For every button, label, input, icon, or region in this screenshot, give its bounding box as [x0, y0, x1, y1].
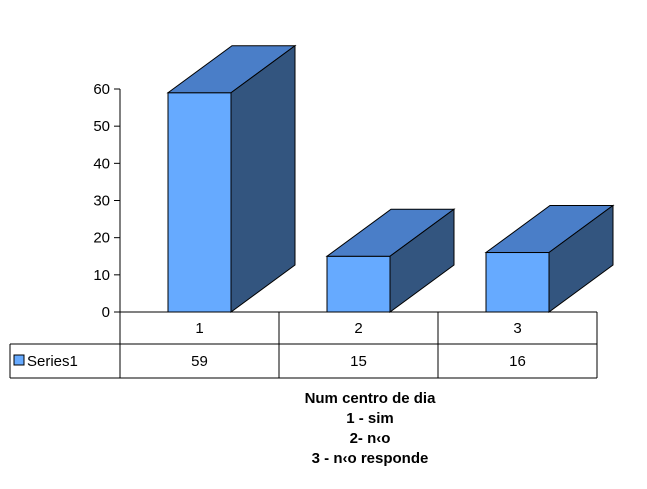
bar-1	[166, 44, 297, 313]
data-label: 16	[509, 353, 526, 370]
bar-2	[325, 208, 456, 313]
legend-label: Series1	[27, 353, 78, 370]
category-label: 1	[195, 320, 203, 337]
bar-front	[485, 252, 550, 313]
data-label: 59	[191, 353, 208, 370]
y-tick-label: 60	[93, 81, 110, 98]
caption-line-2: 1 - sim	[346, 410, 394, 427]
legend-swatch	[13, 354, 25, 366]
bar-front	[167, 92, 232, 313]
bars-layer	[166, 44, 615, 313]
caption-line-3: 2- n‹o	[349, 430, 391, 447]
caption-line-4: 3 - n‹o responde	[311, 450, 429, 467]
bar-side	[548, 204, 614, 313]
data-label: 15	[350, 353, 367, 370]
category-label: 2	[354, 320, 362, 337]
y-axis: 0 10 20 30 40 50 60	[93, 81, 121, 378]
y-tick-label: 30	[93, 193, 110, 210]
bar-side	[389, 208, 455, 313]
chart-caption: Num centro de dia 1 - sim 2- n‹o 3 - n‹o…	[120, 389, 620, 469]
y-tick-label: 50	[93, 118, 110, 135]
y-tick-label: 10	[93, 267, 110, 284]
bar-front	[326, 255, 391, 313]
category-label: 3	[513, 320, 521, 337]
bar-side	[230, 44, 296, 313]
y-tick-label: 0	[102, 304, 110, 321]
data-table: 1 59 2 15 3 16 Series1	[9, 311, 598, 379]
y-tick-label: 40	[93, 155, 110, 172]
bar-3	[484, 204, 615, 313]
y-tick-label: 20	[93, 230, 110, 247]
caption-line-1: Num centro de dia	[304, 390, 436, 407]
